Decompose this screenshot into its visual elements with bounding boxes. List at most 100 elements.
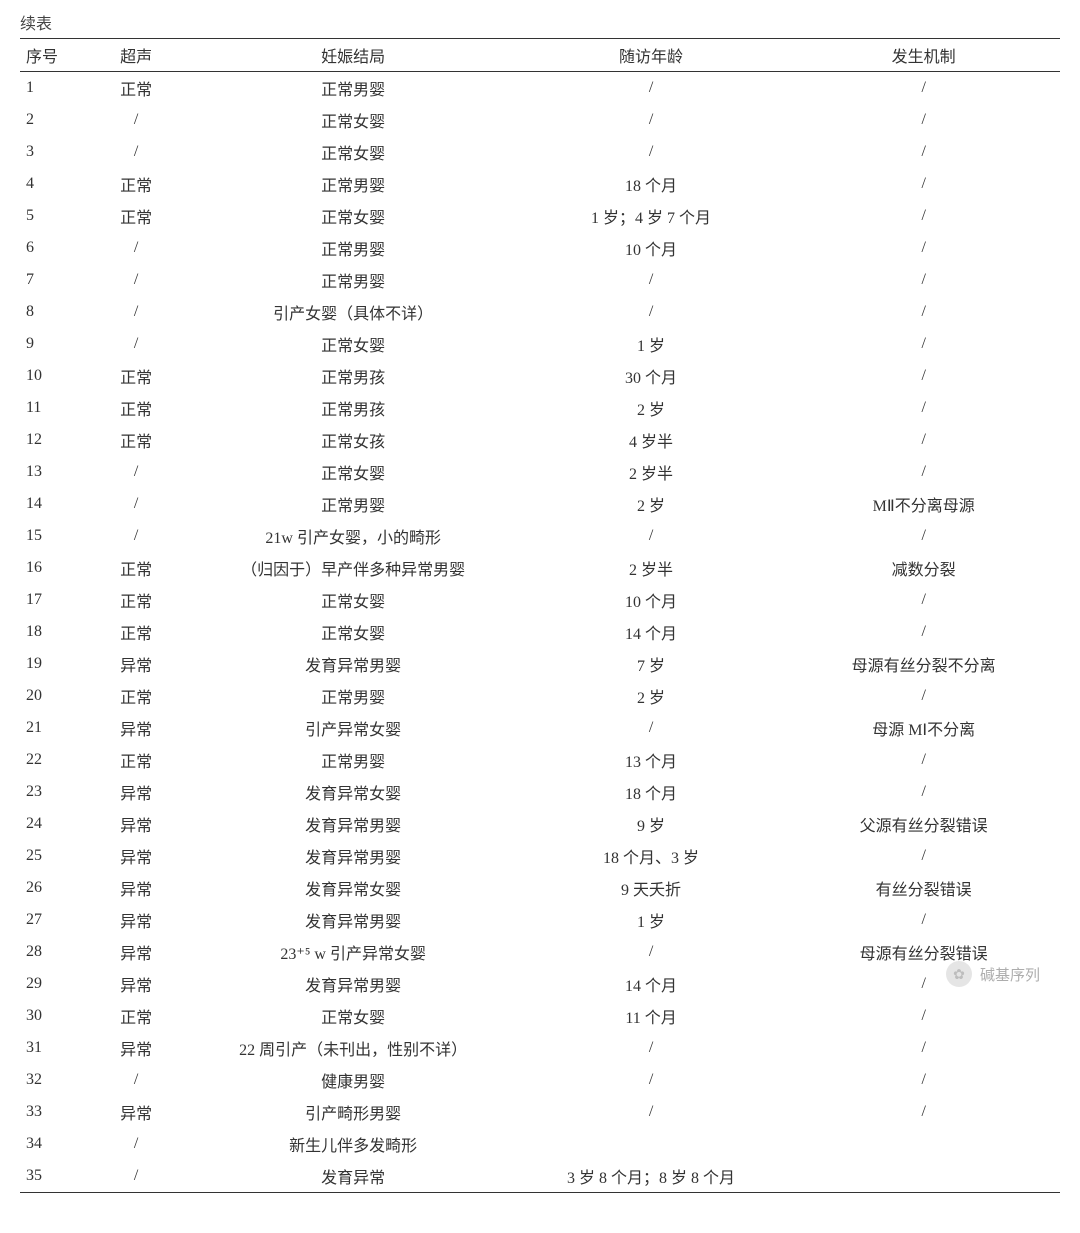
table-cell: 23⁺⁵ w 引产异常女婴 <box>192 936 515 968</box>
table-cell: 异常 <box>81 648 192 680</box>
table-row: 8/引产女婴（具体不详）// <box>20 296 1060 328</box>
table-cell: 26 <box>20 872 81 904</box>
table-cell: / <box>787 72 1060 105</box>
table-cell: 12 <box>20 424 81 456</box>
table-cell: 异常 <box>81 776 192 808</box>
table-cell: 正常 <box>81 72 192 105</box>
table-row: 25异常发育异常男婴18 个月、3 岁/ <box>20 840 1060 872</box>
table-cell: / <box>787 584 1060 616</box>
table-cell: 发育异常女婴 <box>192 776 515 808</box>
table-row: 20正常正常男婴2 岁/ <box>20 680 1060 712</box>
table-cell: / <box>787 360 1060 392</box>
table-cell: 正常 <box>81 680 192 712</box>
table-row: 18正常正常女婴14 个月/ <box>20 616 1060 648</box>
table-cell: 18 个月、3 岁 <box>515 840 788 872</box>
table-cell: 4 <box>20 168 81 200</box>
table-cell: 正常 <box>81 584 192 616</box>
table-cell: 发育异常男婴 <box>192 808 515 840</box>
table-cell: 异常 <box>81 904 192 936</box>
table-row: 27异常发育异常男婴1 岁/ <box>20 904 1060 936</box>
table-cell: 异常 <box>81 936 192 968</box>
table-cell: MⅡ不分离母源 <box>787 488 1060 520</box>
table-cell: 9 天夭折 <box>515 872 788 904</box>
table-cell: 18 个月 <box>515 776 788 808</box>
table-cell <box>515 1128 788 1160</box>
table-caption: 续表 <box>20 10 1060 38</box>
table-cell: 母源 MⅠ不分离 <box>787 712 1060 744</box>
table-row: 24异常发育异常男婴9 岁父源有丝分裂错误 <box>20 808 1060 840</box>
table-cell: / <box>787 904 1060 936</box>
table-cell: 32 <box>20 1064 81 1096</box>
table-cell: 新生儿伴多发畸形 <box>192 1128 515 1160</box>
table-cell: / <box>81 328 192 360</box>
table-cell: / <box>787 1096 1060 1128</box>
table-cell: / <box>787 232 1060 264</box>
table-cell: / <box>81 520 192 552</box>
table-cell: 22 <box>20 744 81 776</box>
table-cell: / <box>787 328 1060 360</box>
table-cell: / <box>787 744 1060 776</box>
table-cell: / <box>787 296 1060 328</box>
table-cell: 异常 <box>81 1032 192 1064</box>
table-cell: / <box>81 1064 192 1096</box>
table-cell: 14 个月 <box>515 968 788 1000</box>
table-row: 33异常引产畸形男婴// <box>20 1096 1060 1128</box>
table-cell: 异常 <box>81 808 192 840</box>
table-cell: 23 <box>20 776 81 808</box>
table-row: 1正常正常男婴// <box>20 72 1060 105</box>
table-cell: / <box>515 520 788 552</box>
table-cell: 11 <box>20 392 81 424</box>
table-cell: 引产畸形男婴 <box>192 1096 515 1128</box>
table-cell: 正常女婴 <box>192 1000 515 1032</box>
header-outcome: 妊娠结局 <box>192 39 515 72</box>
table-row: 4正常正常男婴18 个月/ <box>20 168 1060 200</box>
table-cell: 正常 <box>81 168 192 200</box>
table-body: 1正常正常男婴//2/正常女婴//3/正常女婴//4正常正常男婴18 个月/5正… <box>20 72 1060 1193</box>
table-row: 3/正常女婴// <box>20 136 1060 168</box>
table-cell: 21 <box>20 712 81 744</box>
table-cell: 正常 <box>81 552 192 584</box>
data-table: 序号 超声 妊娠结局 随访年龄 发生机制 1正常正常男婴//2/正常女婴//3/… <box>20 38 1060 1193</box>
table-cell: / <box>787 456 1060 488</box>
table-cell: 发育异常男婴 <box>192 648 515 680</box>
table-cell: 21w 引产女婴，小的畸形 <box>192 520 515 552</box>
table-cell: 30 个月 <box>515 360 788 392</box>
table-cell: 2 <box>20 104 81 136</box>
table-cell: / <box>787 776 1060 808</box>
table-row: 22正常正常男婴13 个月/ <box>20 744 1060 776</box>
header-seq: 序号 <box>20 39 81 72</box>
table-cell: 正常 <box>81 360 192 392</box>
table-cell: 父源有丝分裂错误 <box>787 808 1060 840</box>
watermark: ✿ 碱基序列 <box>946 961 1040 987</box>
table-cell: / <box>81 136 192 168</box>
table-row: 34/新生儿伴多发畸形 <box>20 1128 1060 1160</box>
table-row: 19异常发育异常男婴7 岁母源有丝分裂不分离 <box>20 648 1060 680</box>
table-cell: / <box>81 1128 192 1160</box>
table-cell: 7 <box>20 264 81 296</box>
table-row: 6/正常男婴10 个月/ <box>20 232 1060 264</box>
table-cell: 3 <box>20 136 81 168</box>
table-cell: 14 个月 <box>515 616 788 648</box>
table-cell: 正常女婴 <box>192 104 515 136</box>
table-row: 35/发育异常3 岁 8 个月；8 岁 8 个月 <box>20 1160 1060 1193</box>
table-cell: 正常男婴 <box>192 680 515 712</box>
table-cell: 减数分裂 <box>787 552 1060 584</box>
table-cell: / <box>515 1064 788 1096</box>
table-cell: / <box>787 392 1060 424</box>
table-cell: 2 岁 <box>515 488 788 520</box>
table-cell <box>787 1128 1060 1160</box>
table-cell: 28 <box>20 936 81 968</box>
table-cell: 正常男婴 <box>192 232 515 264</box>
table-cell: 7 岁 <box>515 648 788 680</box>
table-cell: 正常男婴 <box>192 488 515 520</box>
table-cell: 5 <box>20 200 81 232</box>
table-cell: 异常 <box>81 872 192 904</box>
table-cell: / <box>81 456 192 488</box>
table-row: 16正常（归因于）早产伴多种异常男婴2 岁半减数分裂 <box>20 552 1060 584</box>
header-followup-age: 随访年龄 <box>515 39 788 72</box>
table-cell: / <box>787 200 1060 232</box>
table-row: 7/正常男婴// <box>20 264 1060 296</box>
table-cell: / <box>787 520 1060 552</box>
table-row: 12正常正常女孩4 岁半/ <box>20 424 1060 456</box>
table-row: 23异常发育异常女婴18 个月/ <box>20 776 1060 808</box>
